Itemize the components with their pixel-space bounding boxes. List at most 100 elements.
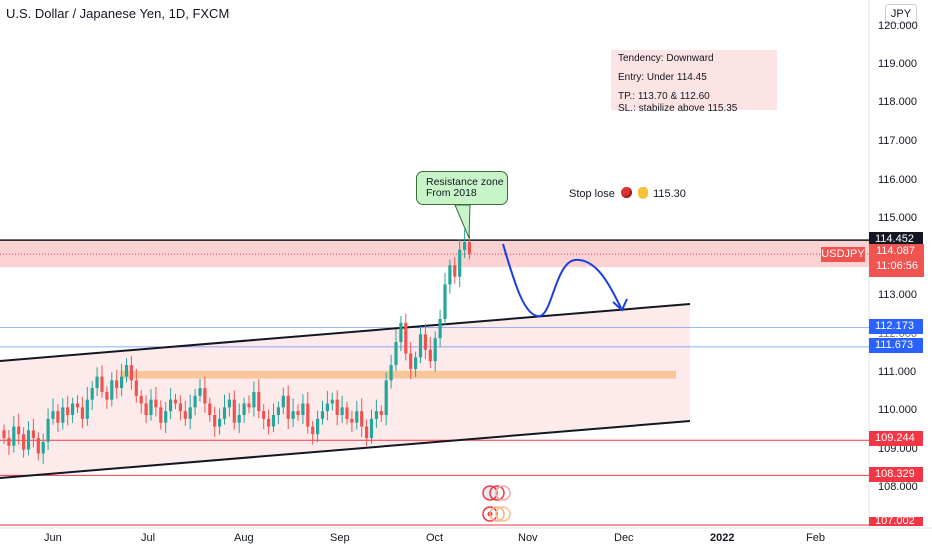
candle-body bbox=[178, 403, 182, 412]
time-label: Feb bbox=[806, 532, 825, 544]
candle-body bbox=[222, 407, 227, 419]
time-label: Jul bbox=[141, 532, 156, 544]
candle-body bbox=[159, 407, 163, 423]
candle-body bbox=[95, 376, 99, 389]
note-tp: TP.: 113.70 & 112.60 bbox=[618, 91, 710, 102]
candle-body bbox=[379, 411, 383, 416]
candle-body bbox=[463, 242, 467, 250]
candle-body bbox=[193, 395, 197, 408]
candle-body bbox=[311, 426, 315, 435]
time-label: Aug bbox=[234, 532, 254, 544]
candle-body bbox=[26, 430, 31, 450]
candle-body bbox=[218, 418, 222, 427]
current-price-tag: 114.087 11:06:56 bbox=[869, 244, 924, 277]
hand-icon bbox=[638, 187, 648, 199]
channel-lower-line bbox=[0, 420, 691, 479]
price-tick: 113.000 bbox=[878, 289, 917, 301]
trade-note[interactable]: Tendency: Downward Entry: Under 114.45 T… bbox=[611, 50, 777, 114]
candle-body bbox=[418, 334, 423, 358]
candle-body bbox=[80, 407, 84, 419]
candle-body bbox=[443, 284, 447, 319]
time-label: Dec bbox=[614, 532, 634, 544]
candle-body bbox=[399, 322, 403, 343]
candle-body bbox=[227, 399, 231, 408]
stop-value: 115.30 bbox=[653, 188, 686, 200]
currency-button[interactable]: JPY bbox=[885, 4, 917, 24]
candle-body bbox=[374, 411, 378, 419]
candle-body bbox=[139, 395, 143, 404]
price-tick: 109.000 bbox=[878, 443, 918, 455]
channel-upper-line bbox=[0, 303, 691, 362]
stop-loss-note[interactable]: Stop lose 115.30 bbox=[569, 187, 686, 200]
event-flag-icon bbox=[489, 506, 505, 522]
support-zone bbox=[120, 370, 676, 379]
candle-body bbox=[134, 380, 138, 396]
candle-body bbox=[213, 415, 217, 427]
price-tick: 118.000 bbox=[878, 96, 917, 108]
candle-body bbox=[183, 411, 187, 419]
candle-body bbox=[237, 415, 241, 423]
candle-body bbox=[325, 403, 329, 412]
resistance-price-label: 114.452 bbox=[869, 232, 923, 247]
candle-body bbox=[51, 411, 55, 419]
level-label-red: 108.329 bbox=[869, 467, 923, 482]
callout-line2: From 2018 bbox=[426, 187, 477, 199]
candle-body bbox=[369, 418, 374, 439]
level-label-blue: 111.673 bbox=[869, 338, 923, 353]
candle-body bbox=[46, 418, 50, 442]
event-flag-icon bbox=[495, 506, 511, 522]
symbol-tag: USDJPY bbox=[821, 247, 865, 262]
candle-body bbox=[281, 395, 285, 408]
candle-body bbox=[208, 403, 212, 416]
event-flag-icon bbox=[495, 485, 511, 501]
price-tick: 120.000 bbox=[878, 20, 918, 32]
candle-body bbox=[433, 338, 437, 362]
note-tendency: Tendency: Downward bbox=[618, 53, 714, 64]
resistance-callout[interactable]: Resistance zone From 2018 bbox=[416, 171, 508, 205]
candle-body bbox=[267, 418, 271, 427]
candle-body bbox=[105, 391, 109, 400]
candle-body bbox=[7, 438, 11, 446]
candle-body bbox=[345, 407, 349, 419]
candle-body bbox=[409, 353, 413, 369]
candle-body bbox=[423, 334, 427, 350]
price-tick: 108.000 bbox=[878, 481, 918, 493]
level-label-blue: 112.173 bbox=[869, 319, 923, 334]
projection-arrowhead bbox=[612, 298, 628, 312]
candle-body bbox=[330, 399, 334, 404]
callout-line1: Resistance zone bbox=[426, 176, 504, 188]
note-entry: Entry: Under 114.45 bbox=[618, 72, 707, 83]
candle-body bbox=[120, 376, 124, 389]
candle-body bbox=[320, 411, 325, 419]
candle-body bbox=[453, 265, 457, 277]
candle-body bbox=[438, 318, 442, 339]
candle-body bbox=[31, 430, 35, 439]
candle-body bbox=[71, 403, 75, 416]
candle-body bbox=[124, 365, 129, 377]
candle-body bbox=[262, 411, 266, 419]
candle-body bbox=[384, 380, 388, 416]
time-label: Nov bbox=[518, 532, 538, 544]
candle-body bbox=[394, 342, 398, 366]
candle-body bbox=[41, 441, 45, 454]
candle-body bbox=[448, 265, 452, 285]
candle-body bbox=[2, 430, 6, 439]
candle-body bbox=[350, 418, 354, 423]
candle-body bbox=[296, 411, 300, 416]
candle-body bbox=[66, 407, 70, 416]
time-label: Sep bbox=[330, 532, 350, 544]
price-tick: 111.000 bbox=[878, 366, 917, 378]
candle-body bbox=[242, 403, 246, 416]
candle-body bbox=[458, 249, 462, 277]
candle-body bbox=[257, 391, 261, 412]
red-circle-icon bbox=[620, 187, 632, 198]
candle-body bbox=[365, 426, 369, 439]
candle-body bbox=[247, 403, 251, 408]
candle-body bbox=[100, 376, 104, 392]
candle-body bbox=[340, 407, 344, 416]
candle-body bbox=[355, 411, 359, 423]
level-label-red: 109.244 bbox=[869, 431, 923, 446]
candle-body bbox=[22, 434, 26, 450]
candle-body bbox=[467, 242, 472, 254]
